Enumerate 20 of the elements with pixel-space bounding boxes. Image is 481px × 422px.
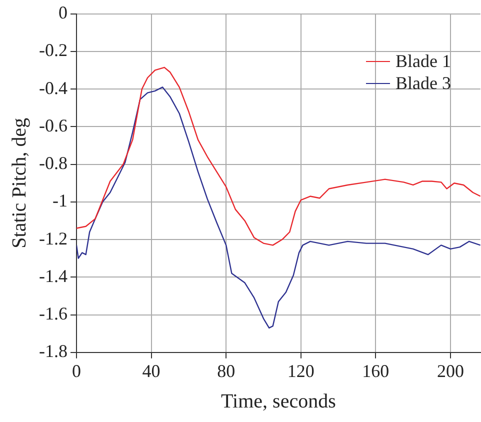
y-tick-label: -1: [52, 190, 68, 211]
x-tick-label: 200: [436, 360, 464, 381]
y-tick-label: -0.6: [38, 115, 68, 136]
y-axis-title: Static Pitch, deg: [8, 118, 30, 248]
legend-label: Blade 1: [396, 50, 451, 72]
x-axis-title: Time, seconds: [221, 390, 336, 412]
y-tick-label: -1.6: [38, 304, 68, 324]
y-tick-label: -1.4: [38, 266, 68, 286]
x-tick-label: 80: [217, 360, 236, 381]
x-tick-label: 120: [287, 360, 314, 381]
y-tick-label: -1.2: [38, 228, 68, 248]
y-tick-label: -0.2: [38, 40, 68, 60]
y-tick-label: -0.4: [38, 78, 68, 98]
y-tick-label: -0.8: [38, 153, 68, 174]
y-tick-label: -1.8: [38, 341, 68, 362]
x-tick-label: 160: [362, 360, 390, 381]
y-tick-label: 0: [58, 2, 68, 23]
x-tick-label: 0: [72, 360, 81, 381]
x-tick-label: 40: [142, 360, 160, 381]
legend-label: Blade 3: [396, 72, 451, 94]
